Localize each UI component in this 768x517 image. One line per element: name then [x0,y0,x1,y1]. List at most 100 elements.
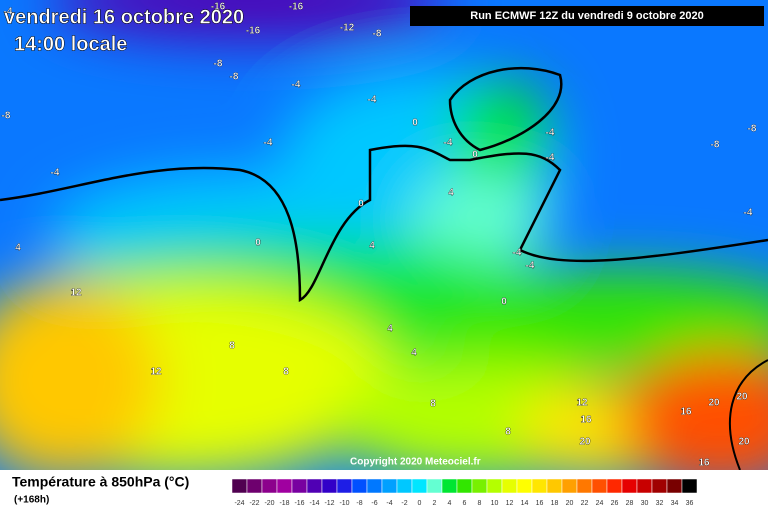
colorbar-label: -18 [279,500,289,507]
colorbar-label: 26 [611,500,619,507]
contour-label: -8 [373,29,382,40]
contour-label: 0 [412,118,418,129]
colorbar-swatch [621,478,638,494]
contour-label: 12 [150,367,162,378]
contour-label: 8 [505,427,511,438]
contour-label: 20 [738,437,750,448]
contour-label: -4 [513,248,522,259]
colorbar-label: 16 [536,500,544,507]
contour-label: 8 [430,399,436,410]
contour-label: 8 [229,341,235,352]
colorbar-label: 12 [506,500,514,507]
contour-label: 16 [698,458,710,469]
colorbar-label: 10 [491,500,499,507]
colorbar-swatch [681,478,698,494]
colorbar-label: 4 [448,500,452,507]
colorbar-swatch [441,478,458,494]
colorbar-label: 6 [463,500,467,507]
contour-label: -8 [214,59,223,70]
colorbar-label: 18 [551,500,559,507]
colorbar-label: -10 [339,500,349,507]
colorbar-swatch [456,478,473,494]
colorbar-label: 34 [671,500,679,507]
colorbar-swatch [636,478,653,494]
time: 14:00 locale [14,33,127,55]
date: vendredi 16 octobre 2020 [4,6,244,28]
colorbar-swatch [591,478,608,494]
colorbar-label: 24 [596,500,604,507]
colorbar-label: -20 [264,500,274,507]
contour [448,66,563,152]
contour-label: -4 [264,138,273,149]
contour-label: -8 [711,140,720,151]
contour-label: 20 [736,392,748,403]
contour-label: -8 [230,72,239,83]
colorbar-swatch [321,478,338,494]
colorbar-label: 20 [566,500,574,507]
contour-label: 4 [387,324,393,335]
colorbar-swatch [276,478,293,494]
colorbar-label: -16 [294,500,304,507]
contour-label: 8 [283,367,289,378]
colorbar-swatch [351,478,368,494]
contour-label: -4 [546,128,555,139]
colorbar-swatch [291,478,308,494]
colorbar-label: 28 [626,500,634,507]
contour-label: 0 [501,297,507,308]
contour-label: -4 [546,153,555,164]
colorbar-label: -22 [249,500,259,507]
lead-time: (+168h) [14,495,49,506]
colorbar-swatch [666,478,683,494]
colorbar-swatch [471,478,488,494]
contour-label: -4 [4,7,13,18]
colorbar-swatch [306,478,323,494]
contour-label: -16 [289,2,304,13]
contour-label: -4 [744,208,753,219]
contour-label: 4 [369,241,375,252]
contour-label: 4 [448,188,454,199]
colorbar-swatch [486,478,503,494]
colorbar-swatch [396,478,413,494]
legend-title: Température à 850hPa (°C) [12,474,189,490]
contour-label: -16 [211,2,226,13]
contour-label: -8 [748,124,757,135]
run-box [410,6,764,26]
copyright: Copyright 2020 Meteociel.fr [350,457,481,468]
contour-label: -16 [246,26,261,37]
colorbar-label: 14 [521,500,529,507]
colorbar-label: -8 [356,500,362,507]
contour-label: 16 [680,407,692,418]
colorbar-swatch [261,478,278,494]
contour-label: -4 [444,138,453,149]
zero-isotherm [0,144,768,303]
colorbar-label: -4 [386,500,392,507]
contour-label: -4 [51,168,60,179]
colorbar-swatch [426,478,443,494]
colorbar-swatch [246,478,263,494]
colorbar-label: -14 [309,500,319,507]
colorbar-swatch [501,478,518,494]
colorbar-label: 30 [641,500,649,507]
colorbar-label: -2 [401,500,407,507]
colorbar-swatch [576,478,593,494]
contour-label: 0 [472,150,478,161]
colorbar-swatch [411,478,428,494]
contour-label: 20 [579,437,591,448]
colorbar-label: 0 [418,500,422,507]
contour-label: 16 [580,415,592,426]
colorbar-label: 2 [433,500,437,507]
contour-label: 12 [70,288,82,299]
colorbar-swatch [381,478,398,494]
colorbar-swatch [531,478,548,494]
colorbar-swatch [231,478,248,494]
contour-label: 4 [411,348,417,359]
contour-label: 4 [15,243,21,254]
contour-label: -12 [340,23,355,34]
contour-label: 0 [358,199,364,210]
colorbar-label: 22 [581,500,589,507]
colorbar-swatch [651,478,668,494]
colorbar-label: -6 [371,500,377,507]
contour-label: -4 [292,80,301,91]
